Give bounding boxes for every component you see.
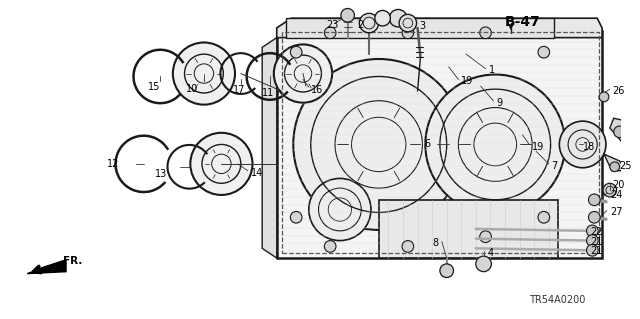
Circle shape bbox=[586, 244, 598, 256]
Text: 14: 14 bbox=[250, 167, 263, 178]
Circle shape bbox=[614, 126, 625, 138]
Circle shape bbox=[309, 178, 371, 241]
Text: 26: 26 bbox=[612, 86, 624, 96]
Text: 2: 2 bbox=[357, 20, 364, 30]
Text: 21: 21 bbox=[591, 246, 603, 256]
Circle shape bbox=[538, 211, 550, 223]
Circle shape bbox=[293, 59, 464, 230]
Text: B-47: B-47 bbox=[505, 15, 541, 29]
Text: 1: 1 bbox=[490, 65, 495, 75]
Circle shape bbox=[402, 27, 413, 39]
Text: 8: 8 bbox=[432, 239, 438, 249]
Circle shape bbox=[480, 231, 492, 242]
Circle shape bbox=[324, 241, 336, 252]
Text: 7: 7 bbox=[552, 161, 558, 171]
Circle shape bbox=[586, 235, 598, 246]
Polygon shape bbox=[287, 18, 554, 38]
Circle shape bbox=[426, 75, 565, 214]
Text: 11: 11 bbox=[262, 88, 275, 98]
Text: 19: 19 bbox=[461, 76, 474, 86]
Text: 24: 24 bbox=[610, 190, 622, 200]
Circle shape bbox=[341, 9, 355, 22]
Circle shape bbox=[538, 46, 550, 58]
Polygon shape bbox=[262, 38, 276, 258]
Text: 5: 5 bbox=[639, 115, 640, 125]
Text: 21: 21 bbox=[591, 237, 603, 247]
Text: 27: 27 bbox=[610, 207, 622, 218]
Text: 4: 4 bbox=[488, 248, 493, 258]
Text: 19: 19 bbox=[532, 142, 545, 152]
Text: 10: 10 bbox=[186, 84, 198, 94]
Circle shape bbox=[291, 46, 302, 58]
Text: 22: 22 bbox=[591, 227, 603, 237]
Circle shape bbox=[399, 14, 417, 32]
Circle shape bbox=[291, 211, 302, 223]
Circle shape bbox=[324, 27, 336, 39]
Bar bbox=[282, 32, 599, 253]
Text: 18: 18 bbox=[582, 142, 595, 152]
Text: 16: 16 bbox=[311, 85, 323, 95]
Circle shape bbox=[480, 27, 492, 39]
Polygon shape bbox=[276, 18, 602, 38]
Circle shape bbox=[359, 13, 379, 33]
Text: 13: 13 bbox=[156, 168, 168, 179]
Circle shape bbox=[375, 11, 390, 26]
Text: 25: 25 bbox=[620, 161, 632, 171]
Text: 23: 23 bbox=[326, 20, 339, 30]
Circle shape bbox=[389, 10, 407, 27]
Circle shape bbox=[190, 133, 253, 195]
Text: 12: 12 bbox=[107, 159, 119, 169]
Circle shape bbox=[636, 137, 640, 146]
Circle shape bbox=[588, 194, 600, 206]
Text: 20: 20 bbox=[612, 180, 624, 190]
Circle shape bbox=[173, 42, 235, 105]
Circle shape bbox=[603, 183, 616, 197]
Text: 3: 3 bbox=[419, 21, 426, 31]
Text: 9: 9 bbox=[496, 98, 502, 108]
Bar bbox=[379, 200, 558, 258]
Polygon shape bbox=[604, 154, 627, 171]
Text: 15: 15 bbox=[148, 82, 160, 92]
Polygon shape bbox=[27, 260, 66, 274]
Text: TR54A0200: TR54A0200 bbox=[529, 295, 586, 305]
Circle shape bbox=[588, 211, 600, 223]
Circle shape bbox=[476, 256, 492, 272]
Circle shape bbox=[586, 225, 598, 237]
Circle shape bbox=[610, 162, 620, 172]
Circle shape bbox=[559, 121, 606, 168]
Bar bbox=[276, 31, 602, 258]
Text: FR.: FR. bbox=[63, 256, 83, 266]
Text: 6: 6 bbox=[424, 139, 431, 149]
Circle shape bbox=[402, 241, 413, 252]
Circle shape bbox=[599, 92, 609, 102]
Circle shape bbox=[440, 264, 454, 278]
Text: 17: 17 bbox=[233, 85, 245, 95]
Polygon shape bbox=[610, 118, 640, 145]
Circle shape bbox=[274, 44, 332, 103]
